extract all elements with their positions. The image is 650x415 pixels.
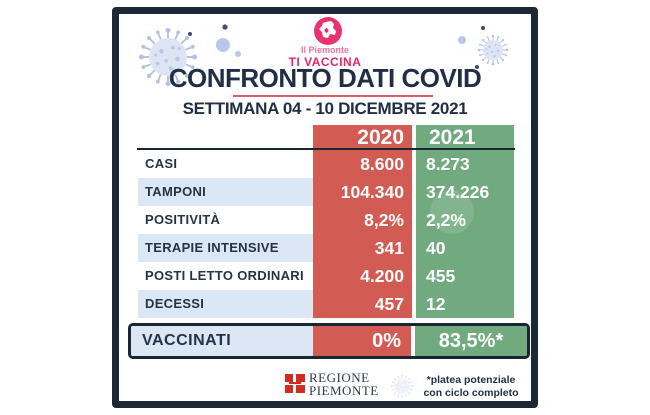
piemonte-region-icon xyxy=(319,21,336,38)
brand-line-bottom: TI VACCINA xyxy=(288,55,362,69)
value-2020-positivita: 8,2% xyxy=(364,210,404,230)
value-2021-casi: 8.273 xyxy=(426,154,470,174)
vaccinati-label: VACCINATI xyxy=(131,326,313,356)
virus-watermark xyxy=(430,190,474,234)
footnote-line-2: con ciclo completo xyxy=(423,386,519,399)
page-title: CONFRONTO DATI COVID xyxy=(168,63,482,93)
value-2021-positivita: 2,2% xyxy=(426,210,466,230)
value-2020-terapie-intensive: 341 xyxy=(374,238,404,258)
infographic-card: Il Piemonte TI VACCINA CONFRONTO DATI CO… xyxy=(112,7,538,408)
row-label-casi: CASI xyxy=(145,156,178,171)
footnote: *platea potenziale con ciclo completo xyxy=(411,374,531,399)
row-label-decessi: DECESSI xyxy=(138,290,313,318)
row-label-terapie-intensive: TERAPIE INTENSIVE xyxy=(138,234,313,262)
row-label-positivita: POSITIVITÀ xyxy=(145,212,221,227)
column-header-2021: 2021 xyxy=(429,126,476,149)
ti-vaccina-logo xyxy=(314,17,342,45)
row-label-posti-letto: POSTI LETTO ORDINARI xyxy=(145,268,304,283)
row-label-tamponi: TAMPONI xyxy=(138,178,313,206)
vaccinati-row: VACCINATI 0% 83,5%* xyxy=(128,323,530,359)
vaccinati-value-2020: 0% xyxy=(313,326,411,356)
regione-piemonte-logo-text: REGIONE PIEMONTE xyxy=(309,370,379,398)
title-underline xyxy=(233,95,433,97)
column-band-2020 xyxy=(313,125,412,318)
value-2021-tamponi: 374.226 xyxy=(426,182,490,202)
value-2020-posti-letto: 4.200 xyxy=(360,266,404,286)
value-2020-casi: 8.600 xyxy=(360,154,404,174)
value-2021-decessi: 12 xyxy=(426,294,446,314)
regione-text: REGIONE xyxy=(309,370,370,385)
header-divider-line xyxy=(137,148,515,150)
value-2020-decessi: 457 xyxy=(374,294,404,314)
page-subtitle: SETTIMANA 04 - 10 DICEMBRE 2021 xyxy=(182,99,468,118)
regione-piemonte-crest-icon xyxy=(285,373,305,395)
column-header-2020: 2020 xyxy=(357,126,404,149)
value-2021-posti-letto: 455 xyxy=(426,266,456,286)
vaccinati-value-2021: 83,5%* xyxy=(415,326,527,356)
brand-line-top: Il Piemonte xyxy=(300,45,349,55)
value-2020-tamponi: 104.340 xyxy=(340,182,404,202)
piemonte-text: PIEMONTE xyxy=(309,382,379,398)
value-2021-terapie-intensive: 40 xyxy=(426,238,446,258)
footnote-line-1: *platea potenziale xyxy=(426,374,516,386)
column-band-2021 xyxy=(416,125,514,318)
